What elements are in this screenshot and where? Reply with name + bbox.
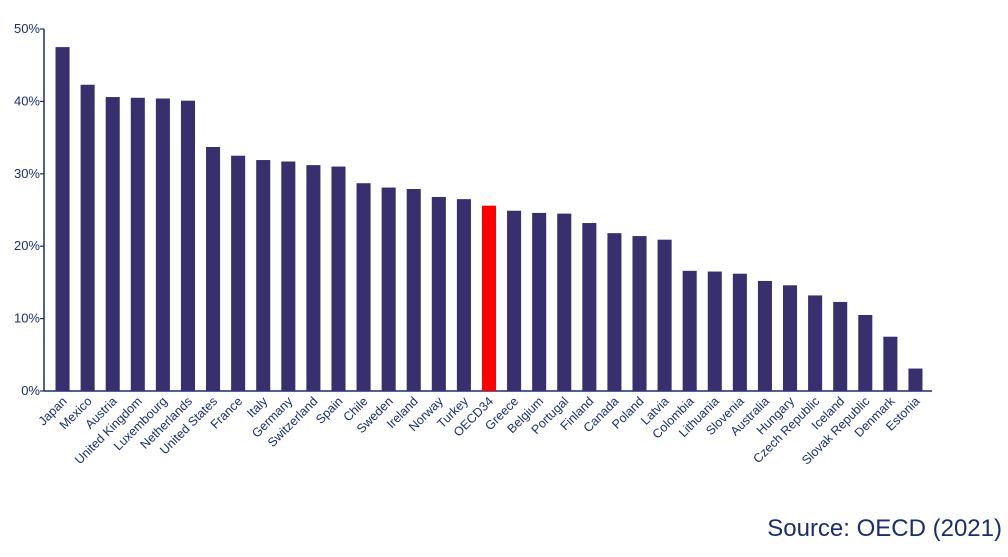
- bar-norway: [431, 196, 446, 391]
- bar-portugal: [557, 213, 572, 391]
- y-tick-label: 10%: [14, 311, 40, 326]
- source-note: Source: OECD (2021): [767, 515, 1002, 542]
- bar-sweden: [381, 187, 396, 391]
- bar-estonia: [908, 368, 923, 391]
- y-tick-label: 40%: [14, 93, 40, 108]
- bar-germany: [281, 161, 296, 391]
- y-tick-label: 50%: [14, 21, 40, 36]
- y-tick-labels: 0% 10% 20% 30% 40% 50%: [14, 21, 40, 398]
- bar-austria: [105, 97, 120, 391]
- bars: [55, 47, 923, 392]
- bar-poland: [632, 236, 647, 391]
- bar-ireland: [406, 189, 421, 391]
- y-tick-label: 30%: [14, 166, 40, 181]
- bar-czech-republic: [808, 295, 823, 391]
- bar-lithuania: [707, 271, 722, 391]
- bar-turkey: [456, 199, 471, 391]
- bar-slovak-republic: [858, 314, 873, 391]
- bar-hungary: [783, 285, 798, 391]
- bar-united-states: [206, 147, 221, 391]
- bar-belgium: [532, 212, 547, 391]
- bar-latvia: [657, 239, 672, 391]
- bar-switzerland: [306, 165, 321, 391]
- bar-colombia: [682, 270, 697, 391]
- bar-oecd34: [481, 205, 497, 391]
- bar-finland: [582, 223, 597, 391]
- bar-japan: [55, 47, 70, 391]
- bar-italy: [256, 160, 271, 391]
- bar-chart: 0% 10% 20% 30% 40% 50% JapanMexicoAustriaUnit…: [14, 21, 932, 468]
- bar-denmark: [883, 336, 898, 391]
- bar-luxembourg: [155, 98, 170, 391]
- bar-greece: [507, 210, 522, 391]
- bar-australia: [757, 280, 772, 391]
- bar-spain: [331, 166, 346, 391]
- bar-slovenia: [732, 273, 747, 391]
- bar-iceland: [833, 301, 848, 391]
- bar-united-kingdom: [130, 97, 145, 391]
- bar-chile: [356, 183, 371, 391]
- bar-france: [231, 155, 246, 391]
- bar-mexico: [80, 84, 95, 392]
- y-tick-label: 0%: [21, 383, 40, 398]
- y-tick-label: 20%: [14, 238, 40, 253]
- bar-canada: [607, 233, 622, 391]
- bar-netherlands: [180, 100, 195, 392]
- x-tick-label: Spain: [313, 394, 346, 427]
